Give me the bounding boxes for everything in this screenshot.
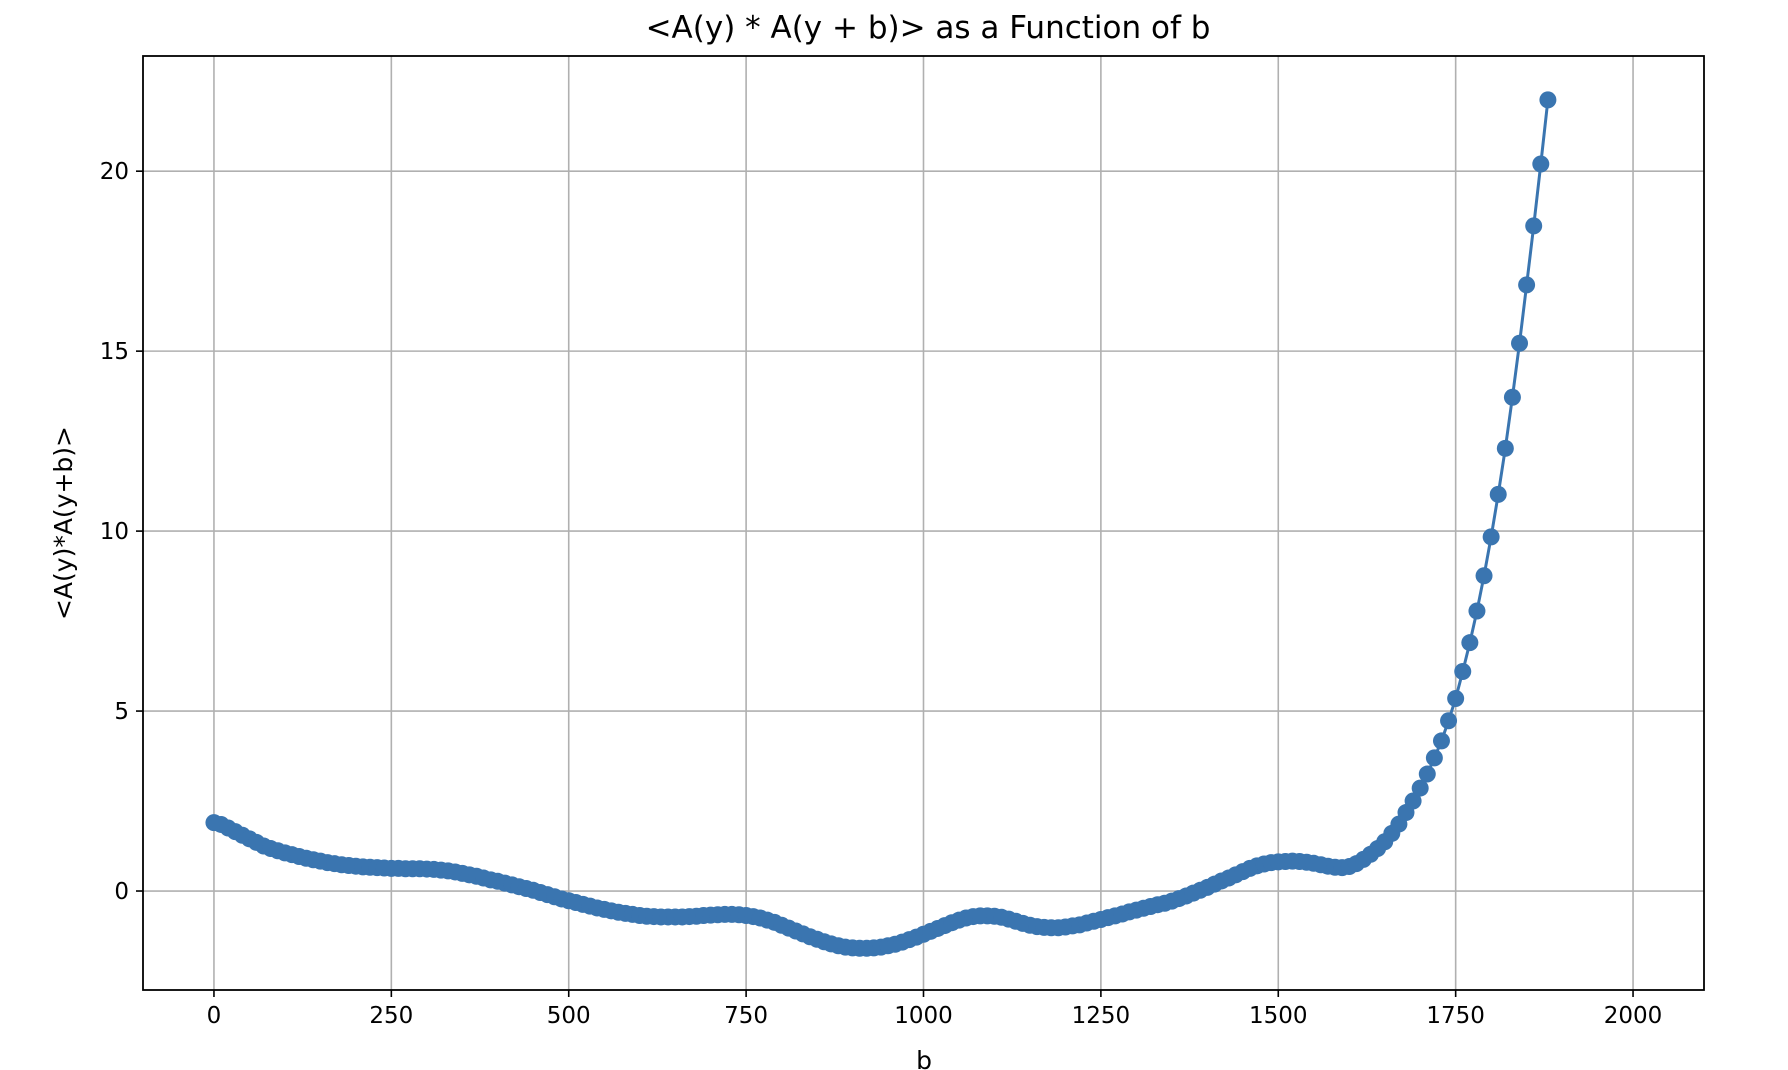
x-tick-label: 0 (207, 1003, 222, 1029)
data-point (1539, 91, 1557, 109)
y-tick-label: 10 (100, 519, 129, 545)
x-tick-label: 750 (724, 1003, 768, 1029)
x-axis-label: b (916, 1046, 932, 1070)
data-point (1418, 765, 1436, 783)
y-tick-label: 15 (100, 339, 129, 365)
data-point (1475, 567, 1493, 585)
x-tick-label: 1000 (894, 1003, 953, 1029)
data-point (1532, 155, 1550, 173)
data-point (1454, 662, 1472, 680)
series-layer (205, 91, 1557, 957)
axis-ticks: 0 250 500 750 1000 1250 1500 1750 2000 0 5 10 15 20 (100, 159, 1663, 1029)
data-point (1511, 334, 1529, 352)
data-point (1496, 439, 1514, 457)
x-tick-label: 2000 (1604, 1003, 1663, 1029)
data-point (1440, 712, 1458, 730)
x-tick-label: 1500 (1249, 1003, 1308, 1029)
x-tick-label: 250 (369, 1003, 413, 1029)
data-point (1468, 602, 1486, 620)
data-point (1425, 749, 1443, 767)
data-point (1482, 528, 1500, 546)
data-point (1432, 732, 1450, 750)
x-tick-label: 1750 (1426, 1003, 1485, 1029)
y-axis-label: <A(y)*A(y+b)> (49, 426, 78, 620)
data-point (1518, 276, 1536, 294)
data-point (1503, 388, 1521, 406)
x-tick-label: 500 (547, 1003, 591, 1029)
x-tick-label: 1250 (1072, 1003, 1131, 1029)
y-tick-label: 0 (114, 879, 129, 905)
data-point (1404, 792, 1422, 810)
data-point (1489, 485, 1507, 503)
series-line (213, 99, 1550, 950)
y-tick-label: 20 (100, 159, 129, 185)
y-tick-label: 5 (114, 699, 129, 725)
data-point (1447, 689, 1465, 707)
data-point (1461, 634, 1479, 652)
data-point (1525, 217, 1543, 235)
chart-title: <A(y) * A(y + b)> as a Function of b (646, 10, 1211, 46)
data-point (1411, 779, 1429, 797)
grid-lines (143, 56, 1704, 990)
